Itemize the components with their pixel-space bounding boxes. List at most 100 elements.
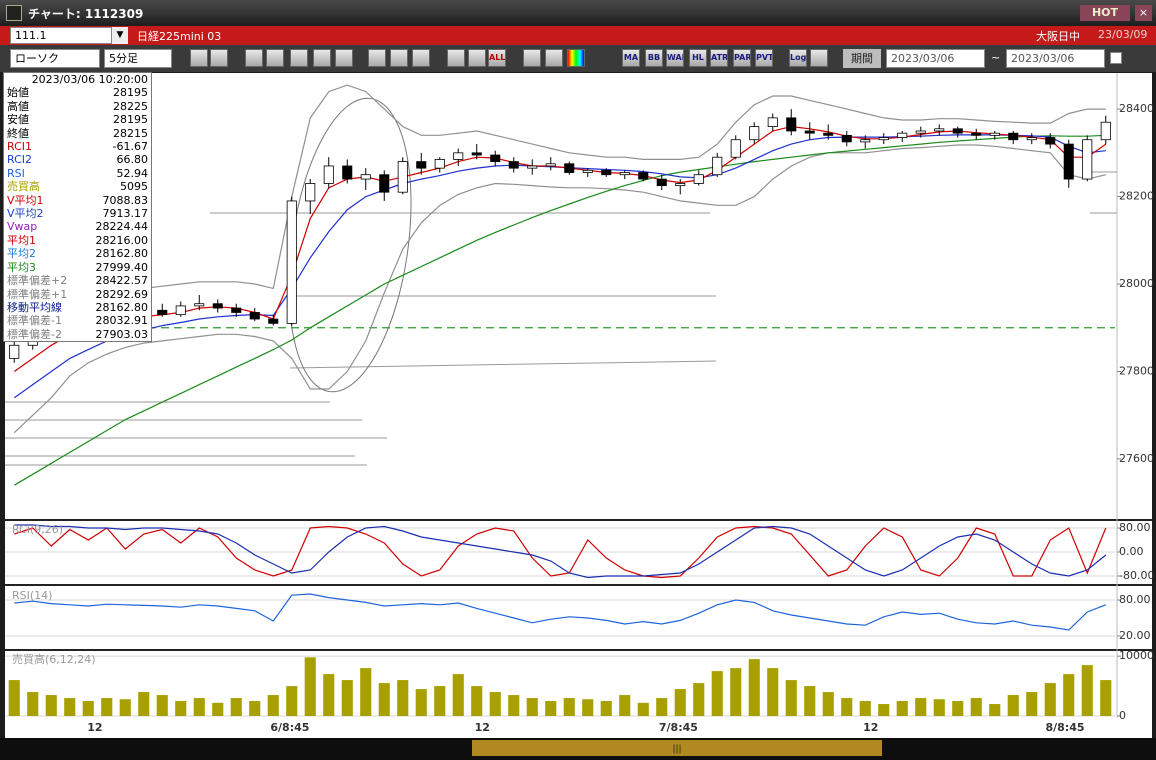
candle-body [490,154,501,162]
code-dropdown[interactable]: ▼ [112,27,128,44]
toolbar-icon[interactable] [447,49,465,67]
toolbar-icon[interactable] [190,49,208,67]
volume-bar [1100,680,1112,716]
x-tick-label: 7/8:45 [659,721,698,734]
pane-title: RSI(14) [12,589,52,602]
x-tick-label: 8/8:45 [1046,721,1085,734]
toolbar-icon[interactable] [523,49,541,67]
info-value: 28162.80 [95,247,149,261]
scroll-grip: ||| [672,745,681,755]
title-bar: チャート: 1112309 HOT × [0,0,1156,26]
info-label: RSI [7,166,25,180]
x-axis-strip [5,718,1152,738]
info-value: 5095 [120,180,148,194]
candle-body [1008,132,1019,141]
interval-select[interactable]: 5分足 [104,49,172,68]
info-label: 標準偏差+1 [7,287,68,301]
candle-body [305,183,316,202]
y-tick-label: 28000 [1119,277,1154,290]
toolbar-icon[interactable] [545,49,563,67]
toolbar-icon[interactable] [810,49,828,67]
volume-bar [8,680,20,716]
candle-body [656,178,667,187]
volume-bar [489,692,501,716]
toolbar-button[interactable]: BB [645,49,663,67]
color-button[interactable] [567,49,585,67]
toolbar-button[interactable]: ATR [710,49,728,67]
volume-bar [878,704,890,716]
indicator-line [13,134,1106,486]
volume-bar [989,704,1001,716]
toolbar-icon[interactable] [313,49,331,67]
volume-bar [471,686,483,716]
toolbar-icon[interactable] [210,49,228,67]
info-label: 終値 [7,126,29,140]
x-tick-label: 12 [87,721,102,734]
candle-body [379,174,390,193]
volume-bar [175,701,187,716]
volume-bar [637,702,649,716]
scroll-thumb[interactable] [472,740,882,756]
code-input[interactable]: 111.1 [10,27,112,44]
toolbar-button[interactable]: HL [689,49,707,67]
info-label: 売買高 [7,180,40,194]
toolbar-icon[interactable] [468,49,486,67]
candle-body [231,307,242,313]
indicator-line [14,593,1107,631]
x-tick-label: 12 [475,721,490,734]
close-button[interactable]: × [1135,5,1152,21]
info-label: RCI2 [7,153,33,167]
toolbar-icon[interactable] [245,49,263,67]
chart-style-select[interactable]: ローソク [10,49,100,68]
info-row: 移動平均線 28162.80 [7,301,148,314]
toolbar-button[interactable]: MA [622,49,640,67]
toolbar-icon[interactable] [412,49,430,67]
candle-body [416,161,427,169]
info-value: 28216.00 [95,233,149,247]
period-button[interactable]: 期間 [843,49,881,68]
toolbar-button[interactable]: ALL [488,49,506,67]
y-tick-label: 10000 [1119,649,1154,662]
info-datetime: 2023/03/06 10:20:00 [31,73,148,86]
drawn-line [289,360,717,369]
candle-body [601,169,612,176]
volume-bar [508,695,520,716]
hot-button[interactable]: HOT [1080,5,1130,21]
toolbar-icon[interactable] [368,49,386,67]
volume-bar [785,680,797,716]
toolbar-icon[interactable] [266,49,284,67]
y-tick-label: 20.00 [1119,629,1151,642]
info-label: 標準偏差+2 [7,274,68,288]
volume-bar [915,698,927,716]
app-icon [6,5,22,21]
to-date[interactable]: 2023/03/06 [1006,49,1105,68]
y-tick-label: 0 [1119,709,1126,722]
toolbar-icon[interactable] [335,49,353,67]
candle-body [194,303,205,307]
candle-body [453,152,464,160]
candle-body [841,134,852,143]
from-date[interactable]: 2023/03/06 [886,49,985,68]
toolbar-button[interactable]: PARA [733,49,751,67]
toolbar-button[interactable]: PVT [755,49,773,67]
info-label: RCI1 [7,140,33,154]
volume-bar [341,680,353,716]
checkbox[interactable] [1110,52,1122,64]
candle-body [952,128,963,134]
toolbar-icon[interactable] [290,49,308,67]
info-value: 27903.03 [95,327,149,341]
volume-bar [619,695,631,716]
volume-bar [119,699,131,716]
candle-body [619,172,630,176]
toolbar-icon[interactable] [390,49,408,67]
toolbar-button[interactable]: WAE [666,49,684,67]
info-row: 安値 28195 [7,113,148,126]
candle-body [323,165,334,184]
candle-body [360,174,371,180]
info-value: -61.67 [112,140,148,154]
window-title: チャート: 1112309 [28,7,144,21]
pane-title: 売買高(6,12,24) [12,652,96,666]
toolbar-button[interactable]: Log [789,49,807,67]
volume-bar [822,692,834,716]
candle-body [934,128,945,132]
